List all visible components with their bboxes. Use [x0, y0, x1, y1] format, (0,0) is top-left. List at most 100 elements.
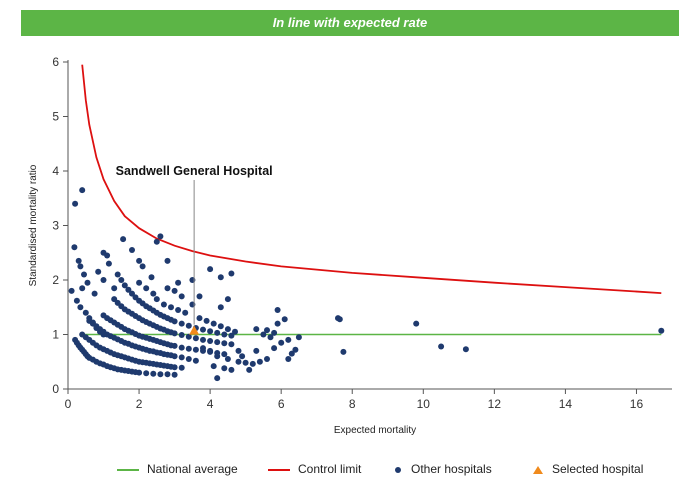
- hospital-point: [79, 187, 86, 194]
- hospital-point: [413, 320, 420, 327]
- hospital-point: [100, 277, 107, 283]
- hospital-point: [171, 353, 178, 360]
- x-tick-label: 14: [559, 397, 573, 411]
- hospital-point: [267, 334, 274, 341]
- hospital-point: [120, 236, 127, 243]
- hospital-point: [75, 257, 82, 264]
- x-tick-label: 4: [207, 397, 214, 411]
- hospital-point: [105, 260, 112, 267]
- hospital-point: [164, 257, 171, 264]
- hospital-point: [104, 252, 111, 259]
- legend-label: National average: [147, 462, 238, 476]
- hospital-point: [203, 317, 210, 324]
- hospital-point: [224, 296, 231, 303]
- hospital-point: [292, 346, 299, 353]
- hospital-point: [81, 271, 87, 278]
- hospital-point: [185, 345, 192, 352]
- hospital-point: [196, 315, 203, 322]
- hospital-point: [228, 332, 235, 339]
- hospital-point: [214, 353, 221, 360]
- hospital-point: [271, 329, 278, 336]
- hospital-point: [264, 356, 270, 362]
- x-tick-label: 0: [65, 397, 72, 411]
- x-tick-label: 6: [278, 397, 285, 411]
- hospital-point: [288, 350, 295, 357]
- hospital-point: [221, 331, 228, 338]
- hospital-point: [438, 343, 445, 350]
- hospital-point: [340, 348, 347, 355]
- hospital-point: [72, 200, 79, 207]
- hospital-point: [224, 356, 231, 362]
- y-tick-label: 0: [52, 382, 59, 396]
- hospital-point: [207, 266, 214, 273]
- hospital-point: [153, 238, 160, 245]
- hospital-point: [285, 336, 292, 343]
- hospital-point: [214, 375, 221, 382]
- hospital-point: [210, 320, 217, 327]
- hospital-point: [274, 307, 281, 313]
- hospital-point: [192, 346, 199, 353]
- hospital-point: [228, 341, 235, 348]
- y-tick-label: 2: [52, 273, 59, 287]
- hospital-point: [235, 358, 242, 365]
- x-tick-label: 12: [488, 397, 502, 411]
- annotation-label: Sandwell General Hospital: [116, 164, 273, 178]
- hospital-point: [336, 316, 343, 323]
- hospital-point: [171, 342, 178, 349]
- hospital-point: [125, 286, 132, 293]
- hospital-point: [228, 366, 235, 373]
- hospital-point: [214, 329, 221, 336]
- hospital-point: [249, 360, 256, 367]
- hospital-point: [129, 247, 135, 253]
- hospital-point: [232, 328, 238, 335]
- hospital-point: [192, 357, 199, 364]
- hospital-point: [239, 353, 246, 360]
- hospital-point: [111, 296, 118, 303]
- hospital-point: [160, 301, 167, 308]
- hospital-point: [200, 326, 206, 333]
- hospital-point: [200, 345, 206, 352]
- control-limit-line: [81, 64, 662, 294]
- hospital-point: [77, 263, 84, 270]
- hospital-point: [136, 279, 143, 286]
- hospital-point: [256, 358, 263, 365]
- hospital-point: [658, 327, 665, 334]
- hospital-point: [114, 271, 121, 278]
- hospital-point: [217, 323, 224, 330]
- hospital-point: [129, 290, 135, 297]
- legend-item-control-limit: Control limit: [268, 458, 361, 480]
- hospital-point: [192, 335, 199, 342]
- legend-line-red-icon: [268, 468, 290, 471]
- hospital-point: [196, 293, 203, 300]
- hospital-point: [73, 297, 80, 304]
- legend-item-other-hospitals: Other hospitals: [393, 458, 492, 480]
- hospital-point: [214, 339, 221, 346]
- hospital-point: [224, 326, 231, 333]
- hospital-point: [210, 363, 217, 370]
- hospital-point: [221, 340, 228, 347]
- x-tick-label: 10: [417, 397, 431, 411]
- hospital-point: [285, 356, 292, 362]
- hospital-point: [118, 277, 125, 283]
- hospital-point: [200, 336, 206, 343]
- x-tick-label: 2: [136, 397, 143, 411]
- hospital-point: [171, 371, 178, 378]
- hospital-point: [207, 328, 214, 335]
- legend-item-national-average: National average: [117, 458, 238, 480]
- legend-line-green-icon: [117, 468, 139, 471]
- hospital-point: [185, 322, 192, 329]
- hospital-point: [271, 345, 278, 352]
- status-banner: In line with expected rate: [21, 10, 679, 36]
- hospital-point: [217, 274, 224, 281]
- x-axis-label: Expected mortality: [334, 425, 416, 436]
- x-tick-label: 16: [630, 397, 644, 411]
- hospital-point: [139, 263, 146, 270]
- legend-dot-icon: [395, 466, 401, 473]
- hospital-point: [157, 371, 164, 378]
- x-tick-label: 8: [349, 397, 356, 411]
- hospital-point: [168, 304, 174, 311]
- hospital-point: [221, 365, 228, 372]
- hospital-point: [207, 338, 214, 344]
- hospital-point: [242, 359, 249, 366]
